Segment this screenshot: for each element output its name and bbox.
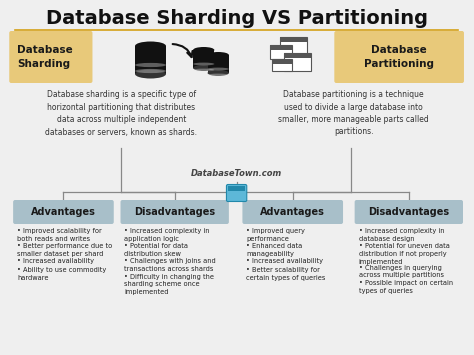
Text: Database
Sharding: Database Sharding [17, 45, 73, 69]
FancyBboxPatch shape [334, 31, 464, 83]
Bar [280, 37, 307, 55]
Ellipse shape [135, 63, 166, 67]
FancyBboxPatch shape [227, 185, 247, 202]
Bar [280, 37, 307, 42]
Text: • Challenges with joins and
transactions across shards: • Challenges with joins and transactions… [124, 258, 216, 272]
Bar [273, 59, 292, 64]
Text: • Potential for uneven data
distribution if not properly
implemented: • Potential for uneven data distribution… [358, 243, 449, 265]
Bar [284, 53, 311, 71]
Text: Advantages: Advantages [31, 207, 96, 217]
Text: • Improved query
performance: • Improved query performance [246, 228, 305, 242]
Text: • Increased availability: • Increased availability [17, 258, 94, 264]
Ellipse shape [193, 62, 214, 65]
Ellipse shape [208, 70, 229, 76]
Text: • Increased complexity in
application logic: • Increased complexity in application lo… [124, 228, 210, 242]
Text: Disadvantages: Disadvantages [368, 207, 449, 217]
Text: DatabaseTown.com: DatabaseTown.com [191, 169, 282, 179]
Text: • Enhanced data
manageability: • Enhanced data manageability [246, 243, 302, 257]
Bar [271, 45, 292, 50]
Ellipse shape [208, 73, 229, 76]
Ellipse shape [208, 52, 229, 58]
Text: • Ability to use commodity
hardware: • Ability to use commodity hardware [17, 267, 106, 281]
FancyBboxPatch shape [355, 200, 463, 224]
FancyBboxPatch shape [242, 200, 343, 224]
Ellipse shape [135, 70, 166, 78]
Text: • Improved scalability for
both reads and writes: • Improved scalability for both reads an… [17, 228, 102, 242]
Text: • Increased complexity in
database design: • Increased complexity in database desig… [358, 228, 444, 242]
Text: • Better scalability for
certain types of queries: • Better scalability for certain types o… [246, 267, 326, 281]
FancyBboxPatch shape [9, 31, 92, 83]
Bar [271, 45, 292, 59]
FancyBboxPatch shape [120, 200, 229, 224]
Ellipse shape [193, 69, 214, 71]
Ellipse shape [135, 69, 166, 73]
Text: • Better performance due to
smaller dataset per shard: • Better performance due to smaller data… [17, 243, 112, 257]
Ellipse shape [135, 42, 166, 50]
Text: Database
Partitioning: Database Partitioning [364, 45, 434, 69]
Bar [228, 186, 246, 191]
Bar [135, 46, 166, 74]
Bar [193, 50, 214, 68]
Text: Database Sharding VS Partitioning: Database Sharding VS Partitioning [46, 9, 428, 27]
Text: • Possible impact on certain
types of queries: • Possible impact on certain types of qu… [358, 280, 453, 294]
Bar [273, 59, 292, 71]
Text: • Difficulty in changing the
sharding scheme once
implemented: • Difficulty in changing the sharding sc… [124, 274, 214, 295]
Ellipse shape [193, 47, 214, 53]
Ellipse shape [208, 67, 229, 70]
Text: Advantages: Advantages [260, 207, 325, 217]
Bar [208, 55, 229, 73]
Ellipse shape [193, 65, 214, 71]
Text: • Challenges in querying
across multiple partitions: • Challenges in querying across multiple… [358, 264, 444, 278]
Text: • Potential for data
distribution skew: • Potential for data distribution skew [124, 243, 188, 257]
Text: Database sharding is a specific type of
horizontal partitioning that distributes: Database sharding is a specific type of … [46, 90, 198, 137]
Text: Database partitioning is a technique
used to divide a large database into
smalle: Database partitioning is a technique use… [278, 90, 429, 137]
FancyBboxPatch shape [13, 200, 114, 224]
Bar [284, 53, 311, 58]
Text: Disadvantages: Disadvantages [134, 207, 215, 217]
Text: • Increased availability: • Increased availability [246, 258, 323, 264]
